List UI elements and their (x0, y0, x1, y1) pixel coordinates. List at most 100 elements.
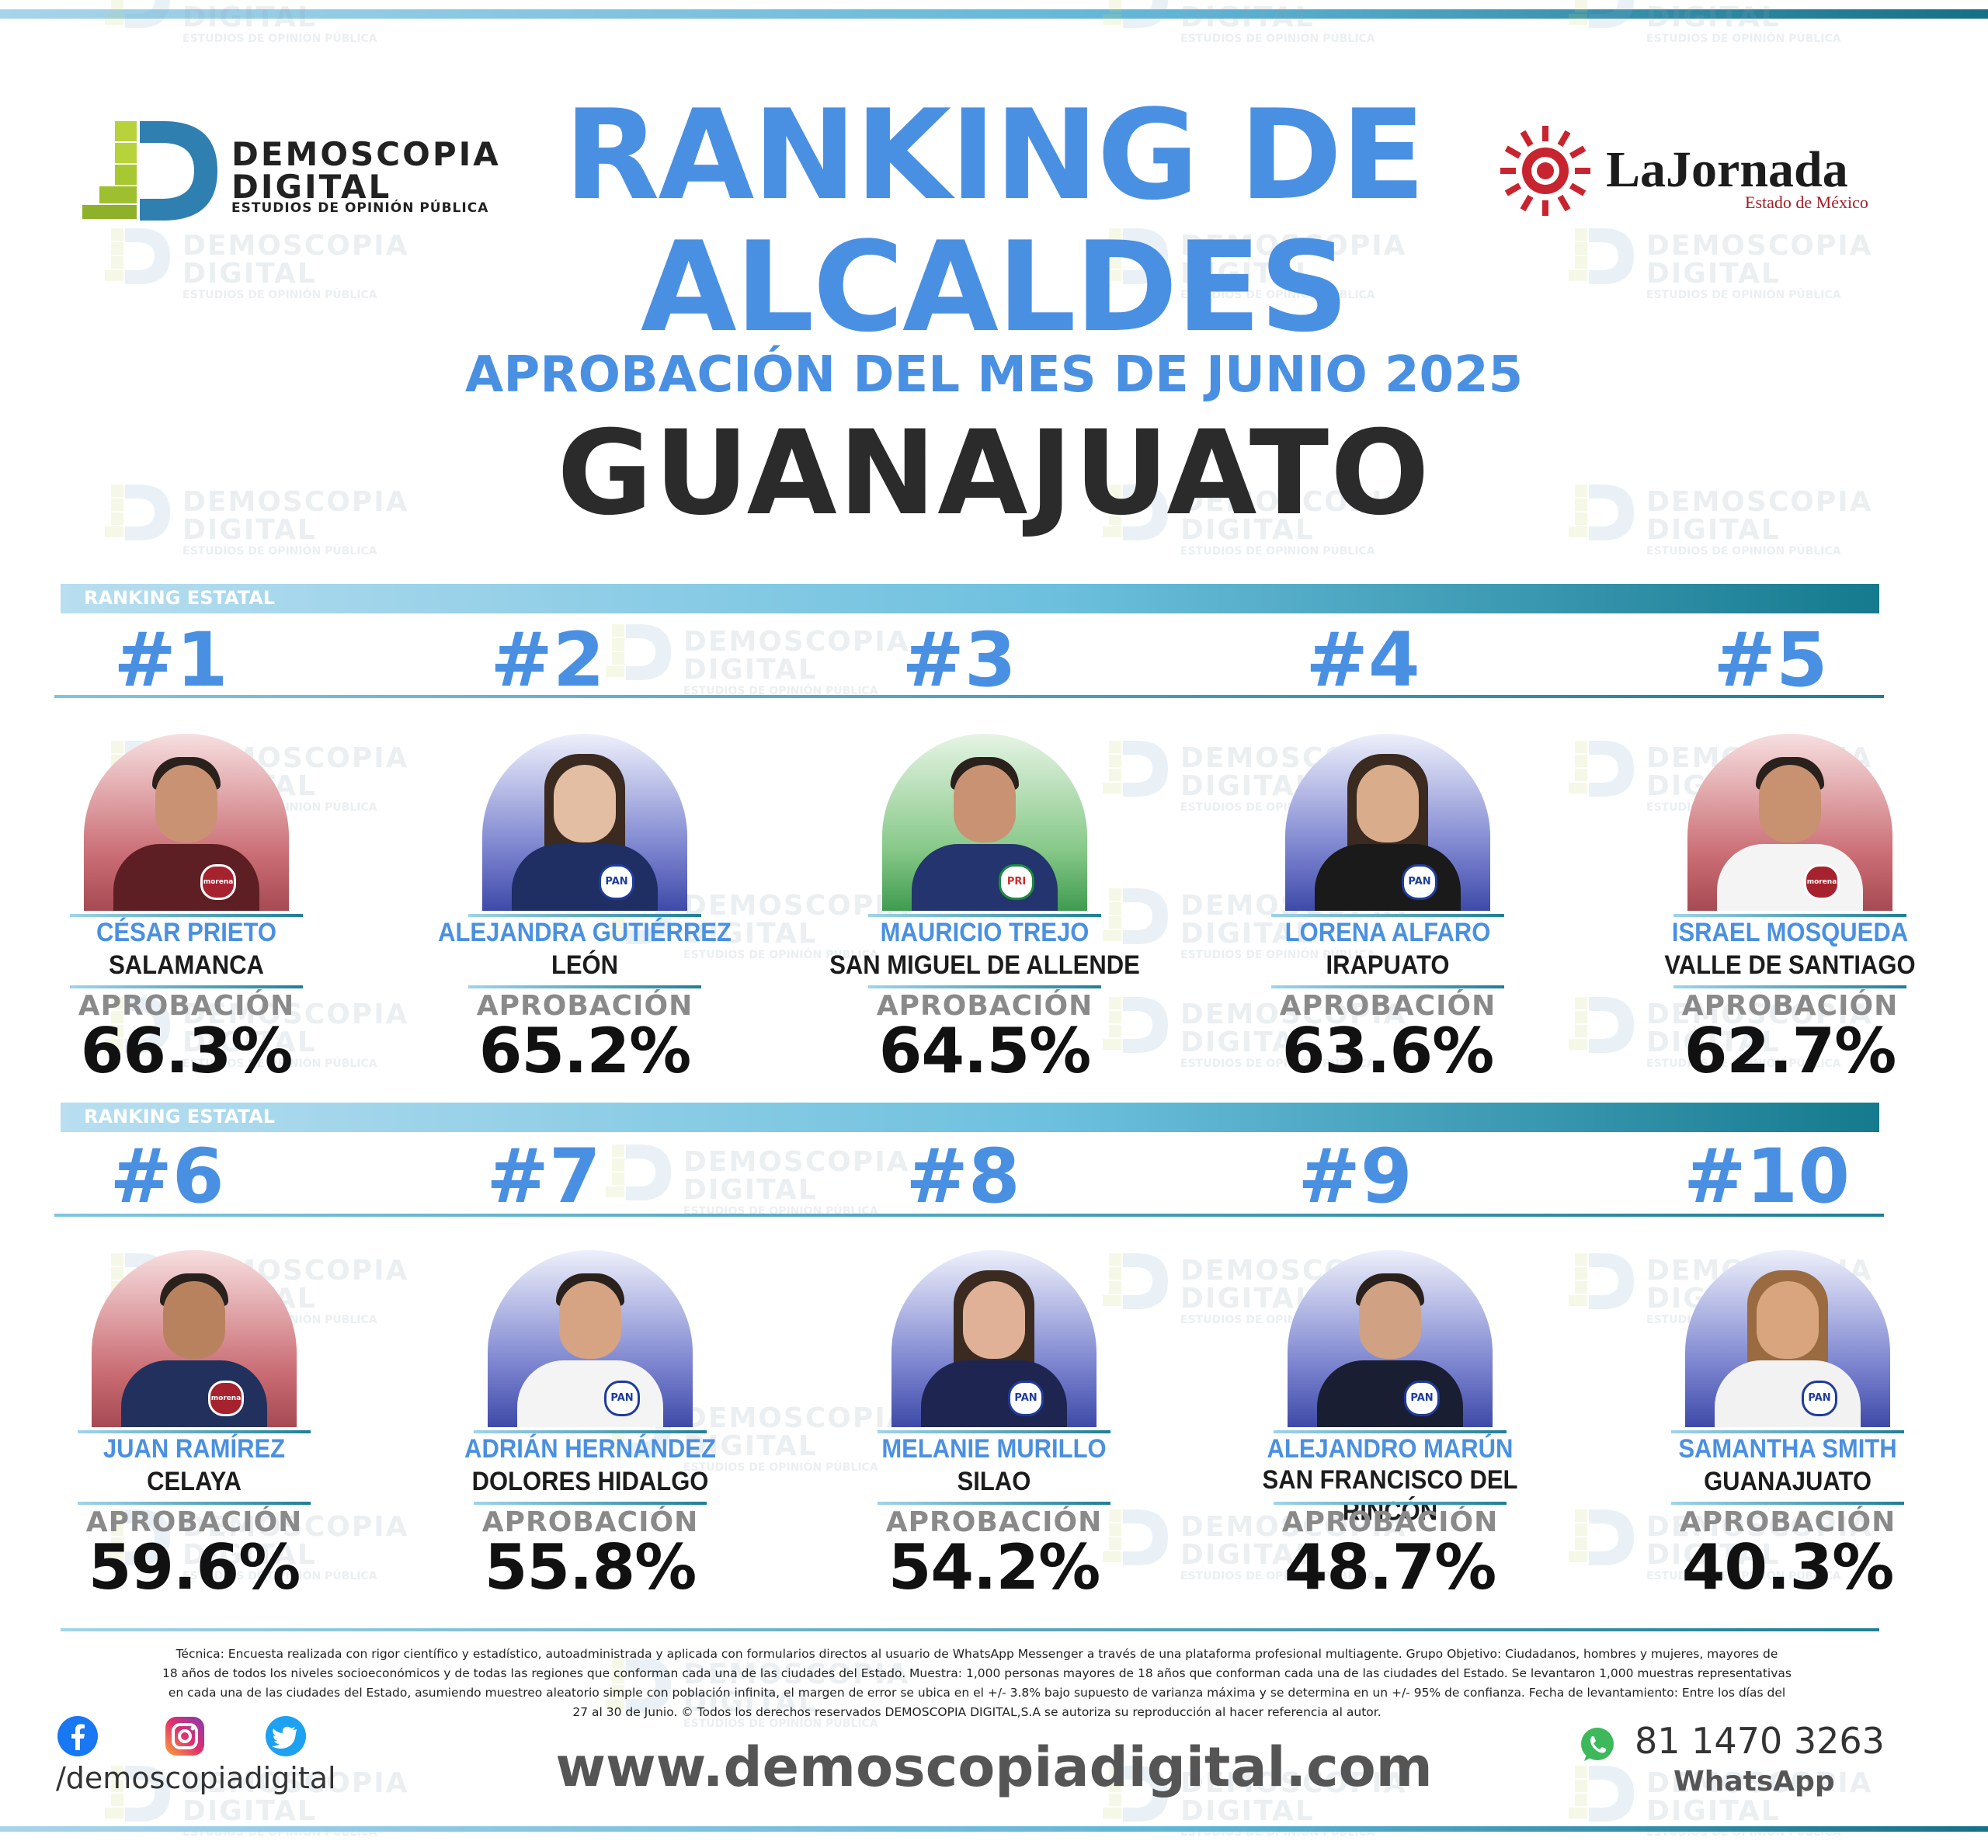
approval-label: APROBACIÓN (476, 990, 693, 1022)
ranking-bar-1: RANKING ESTATAL (61, 584, 1879, 613)
ranking-bar-2: RANKING ESTATAL (61, 1103, 1879, 1132)
card-divider (1271, 985, 1504, 988)
card-divider (474, 1430, 707, 1433)
partner-sub: Estado de México (1745, 193, 1868, 212)
approval-label: APROBACIÓN (1679, 1506, 1896, 1538)
approval-value: 63.6% (1281, 1015, 1495, 1087)
la-jornada-logo-icon: LaJornada Estado de México (1500, 126, 1868, 216)
demoscopia-logo-icon (82, 121, 217, 221)
card-divider (78, 1430, 311, 1433)
candidate-name: LORENA ALFARO (1284, 916, 1491, 948)
card-divider (1271, 914, 1504, 917)
card-divider (878, 1502, 1110, 1505)
partner-name: LaJornada (1606, 141, 1848, 198)
candidate-photo: PAN (482, 734, 687, 911)
candidate-city: SAN FRANCISCO DEL RINCÓN (1262, 1464, 1518, 1527)
candidate-card: PAN ALEJANDRO MARÚN SAN FRANCISCO DEL RINC… (1262, 1250, 1518, 1638)
title-line1: RANKING DE (564, 82, 1426, 228)
facebook-icon[interactable] (56, 1714, 99, 1758)
social-handle[interactable]: /demoscopiadigital (56, 1761, 336, 1795)
party-logo-icon: PAN (604, 1381, 640, 1416)
card-divider (1673, 985, 1906, 988)
candidate-name: ISRAEL MOSQUEDA (1671, 916, 1909, 948)
rank-number: #9 (1298, 1133, 1413, 1220)
approval-label: APROBACIÓN (1281, 1506, 1499, 1538)
approval-label: APROBACIÓN (876, 990, 1093, 1022)
rank-divider-2 (54, 1214, 1884, 1217)
candidate-photo: morena (84, 734, 289, 911)
candidate-card: morena CÉSAR PRIETO SALAMANCA APROBACIÓN 66.… (58, 734, 315, 1122)
card-divider (474, 1502, 707, 1505)
candidate-name: JUAN RAMÍREZ (103, 1433, 286, 1464)
methodology-line: 18 años de todos los niveles socioeconóm… (162, 1666, 1792, 1680)
card-divider (1673, 914, 1906, 917)
methodology-line: Técnica: Encuesta realizada con rigor ci… (176, 1647, 1778, 1661)
rank-number: #5 (1713, 617, 1828, 703)
card-divider (1274, 1430, 1507, 1433)
candidate-city: SALAMANCA (109, 949, 264, 981)
approval-value: 40.3% (1681, 1531, 1895, 1603)
candidate-photo: morena (92, 1250, 297, 1427)
party-logo-icon: PAN (1008, 1381, 1044, 1416)
card-divider (868, 985, 1101, 988)
candidate-name: MAURICIO TREJO (880, 916, 1090, 948)
brand-name-line1: DEMOSCOPIA (231, 135, 501, 173)
candidate-name: MELANIE MURILLO (881, 1433, 1107, 1464)
rank-number: #6 (109, 1133, 224, 1220)
ranking-bar-label: RANKING ESTATAL (84, 587, 276, 609)
party-logo-icon: PAN (1404, 1381, 1440, 1416)
candidate-name: CÉSAR PRIETO (96, 916, 276, 948)
card-divider (1671, 1430, 1904, 1433)
candidate-photo: PAN (1685, 1250, 1890, 1427)
approval-label: APROBACIÓN (78, 990, 295, 1022)
party-logo-icon: PAN (1802, 1381, 1837, 1416)
candidate-card: morena JUAN RAMÍREZ CELAYA APROBACIÓN 59.6% (66, 1250, 322, 1638)
candidate-city: VALLE DE SANTIAGO (1664, 949, 1916, 981)
candidate-city: GUANAJUATO (1704, 1465, 1872, 1497)
party-logo-icon: PAN (1402, 864, 1437, 900)
candidate-photo: PAN (1285, 734, 1490, 911)
whatsapp-label: WhatsApp (1673, 1766, 1835, 1798)
candidate-photo: morena (1687, 734, 1892, 911)
phone-number[interactable]: 81 1470 3263 (1635, 1720, 1885, 1762)
candidate-city: IRAPUATO (1326, 949, 1450, 981)
website-link[interactable]: www.demoscopiadigital.com (555, 1735, 1433, 1799)
approval-value: 59.6% (88, 1531, 301, 1603)
rank-number: #10 (1683, 1133, 1851, 1220)
candidate-name: ALEJANDRA GUTIÉRREZ (438, 916, 732, 948)
twitter-icon[interactable] (264, 1714, 308, 1758)
candidate-city: CELAYA (147, 1465, 242, 1497)
party-logo-icon: morena (200, 864, 236, 900)
party-logo-icon: PRI (999, 864, 1034, 900)
candidate-card: PRI MAURICIO TREJO SAN MIGUEL DE ALLENDE AP… (829, 734, 1140, 1122)
rank-number: #4 (1305, 617, 1420, 703)
approval-value: 54.2% (888, 1531, 1101, 1603)
footer-divider (61, 1628, 1879, 1631)
state-name: GUANAJUATO (557, 406, 1431, 541)
brand-name-line2: DIGITAL (231, 168, 392, 206)
instagram-icon[interactable] (163, 1714, 207, 1758)
approval-label: APROBACIÓN (481, 1506, 699, 1538)
approval-value: 66.3% (80, 1015, 294, 1087)
card-divider (878, 1430, 1110, 1433)
approval-value: 64.5% (878, 1015, 1092, 1087)
rank-number: #1 (113, 617, 228, 703)
approval-label: APROBACIÓN (1681, 990, 1899, 1022)
candidate-photo: PAN (488, 1250, 693, 1427)
card-divider (1671, 1502, 1904, 1505)
rank-number: #3 (902, 617, 1017, 703)
bottom-accent-bar (0, 1826, 1988, 1832)
candidate-card: PAN ALEJANDRA GUTIÉRREZ LEÓN APROBACIÓN 65.2… (438, 734, 732, 1122)
candidate-card: PAN SAMANTHA SMITH GUANAJUATO APROBACIÓN 40.… (1660, 1250, 1916, 1638)
top-accent-bar (0, 9, 1988, 19)
subtitle: APROBACIÓN DEL MES DE JUNIO 2025 (464, 346, 1524, 404)
candidate-city: LEÓN (551, 949, 619, 981)
methodology-line: en cada una de las ciudades del Estado, … (168, 1686, 1786, 1700)
rank-number: #7 (486, 1133, 601, 1220)
party-logo-icon: morena (208, 1381, 244, 1416)
candidate-card: PAN MELANIE MURILLO SILAO APROBACIÓN 54.2% (866, 1250, 1122, 1638)
